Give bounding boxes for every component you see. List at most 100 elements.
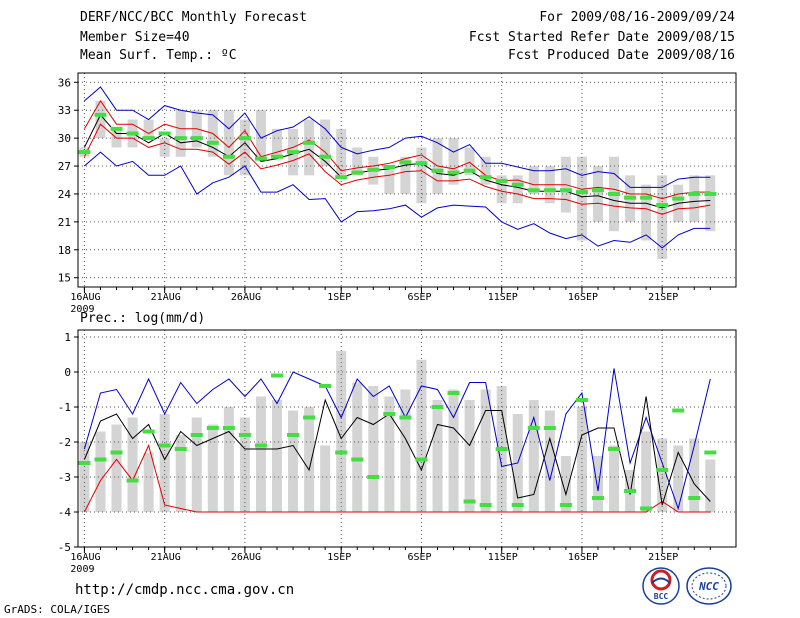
temp-median-marker (399, 160, 412, 165)
temp-median-marker (222, 154, 235, 159)
prec-spread-bar (705, 459, 716, 512)
temp-median-marker (511, 182, 524, 187)
temp-median-marker (608, 191, 621, 196)
temp-xtick-label: 21SEP (648, 292, 678, 303)
prec-xtick-label: 16SEP (568, 552, 598, 563)
temp-xtick-label: 26AUG (231, 292, 261, 303)
prec-spread-bar (111, 424, 122, 512)
temp-spread-bar (576, 156, 587, 241)
member-size-label: Member Size=40 (80, 30, 190, 45)
prec-max-line (83, 368, 711, 511)
temp-spread-bar (592, 166, 603, 222)
temp-median-marker (335, 175, 348, 180)
temp-spread-bar (143, 119, 154, 139)
temp-spread-bar (400, 156, 411, 194)
grads-credit: GrADS: COLA/IGES (4, 603, 110, 616)
temp-median-marker (303, 140, 316, 145)
prec-median-marker (431, 405, 444, 409)
temp-xtick-label: 1SEP (327, 292, 351, 303)
prec-spread-bar (239, 417, 250, 512)
forecast-start-date-label: Fcst Started Refer Date 2009/08/15 (468, 30, 735, 45)
prec-xtick-label: 26AUG (231, 552, 261, 563)
prec-spread-bar (689, 438, 700, 512)
prec-median-marker (254, 443, 267, 448)
prec-spread-bar (304, 407, 315, 512)
prec-median-marker (527, 426, 540, 430)
temp-median-marker (656, 203, 669, 208)
prec-xtick-label: 21SEP (648, 552, 678, 563)
prec-mean-line (83, 396, 711, 506)
temp-xtick-label: 6SEP (407, 292, 431, 303)
prec-median-marker (190, 433, 203, 437)
prec-spread-bar (576, 407, 587, 512)
prec-median-marker (640, 506, 653, 511)
prec-ytick-label: -4 (58, 506, 72, 519)
prec-spread-bar (480, 389, 491, 512)
temp-spread-bar (304, 119, 315, 176)
prec-median-marker (415, 457, 428, 462)
prec-spread-bar (207, 424, 218, 512)
temp-median-marker (495, 178, 508, 183)
prec-xtick-label: 1SEP (327, 552, 351, 563)
prec-median-marker (351, 457, 364, 462)
prec-spread-bar (175, 435, 186, 512)
temp-spread-bar (480, 156, 491, 185)
prec-median-marker (479, 503, 492, 507)
prec-xtick-label: 21AUG (151, 552, 181, 563)
prec-median-marker (222, 426, 235, 430)
prec-xtick-year-label: 2009 (70, 564, 94, 575)
temp-ytick-label: 18 (58, 244, 71, 257)
temp-median-marker (190, 136, 203, 141)
prec-spread-bar (95, 431, 106, 512)
prec-ytick-label: -5 (58, 541, 71, 554)
prec-median-marker (399, 415, 412, 420)
temp-xtick-label: 16SEP (568, 292, 598, 303)
temp-ytick-label: 24 (58, 188, 72, 201)
prec-spread-bar (288, 410, 299, 512)
temp-spread-bar (272, 128, 283, 157)
temp-median-marker (575, 190, 588, 195)
prec-ytick-label: -1 (58, 401, 71, 414)
temp-median-marker (351, 170, 364, 175)
temp-median-marker (383, 164, 396, 169)
temp-ytick-label: 21 (58, 216, 71, 229)
prec-median-marker (367, 475, 380, 479)
temp-xtick-label: 21AUG (151, 292, 181, 303)
temp-median-marker (479, 175, 492, 180)
temp-ytick-label: 33 (58, 104, 71, 117)
prec-spread-bar (673, 445, 684, 512)
variable-label-temperature: Mean Surf. Temp.: ºC (80, 48, 237, 63)
prec-spread-bar (416, 359, 427, 512)
prec-median-marker (495, 447, 508, 451)
prec-median-marker (142, 429, 155, 434)
temp-spread-bar (384, 166, 395, 194)
prec-spread-bar (384, 396, 395, 512)
prec-median-marker (511, 503, 524, 507)
prec-median-marker (110, 450, 123, 455)
temp-spread-bar (175, 110, 186, 157)
prec-median-marker (206, 426, 219, 430)
prec-ytick-label: -2 (58, 436, 71, 449)
prec-spread-bar (592, 456, 603, 512)
prec-median-marker (575, 398, 588, 402)
chart-title: DERF/NCC/BCC Monthly Forecast (80, 10, 307, 25)
temp-max-line (84, 86, 711, 188)
prec-median-marker (287, 433, 300, 437)
temp-median-marker (126, 131, 139, 136)
prec-spread-bar (255, 396, 266, 512)
temp-median-marker (704, 191, 717, 196)
forecast-period-label: For 2009/08/16-2009/09/24 (539, 10, 735, 25)
prec-spread-bar (528, 400, 539, 512)
temp-spread-bar (255, 110, 266, 157)
temp-upper-std-line (83, 99, 711, 200)
prec-spread-bar (657, 438, 668, 512)
variable-label-precipitation: Prec.: log(mm/d) (80, 311, 206, 326)
temp-spread-bar (512, 175, 523, 204)
prec-ytick-label: 1 (64, 331, 71, 344)
temp-spread-bar (352, 147, 363, 176)
temp-spread-bar (159, 138, 170, 157)
temp-spread-bar (239, 119, 250, 176)
prec-spread-bar (191, 417, 202, 512)
prec-spread-bar (320, 445, 331, 512)
